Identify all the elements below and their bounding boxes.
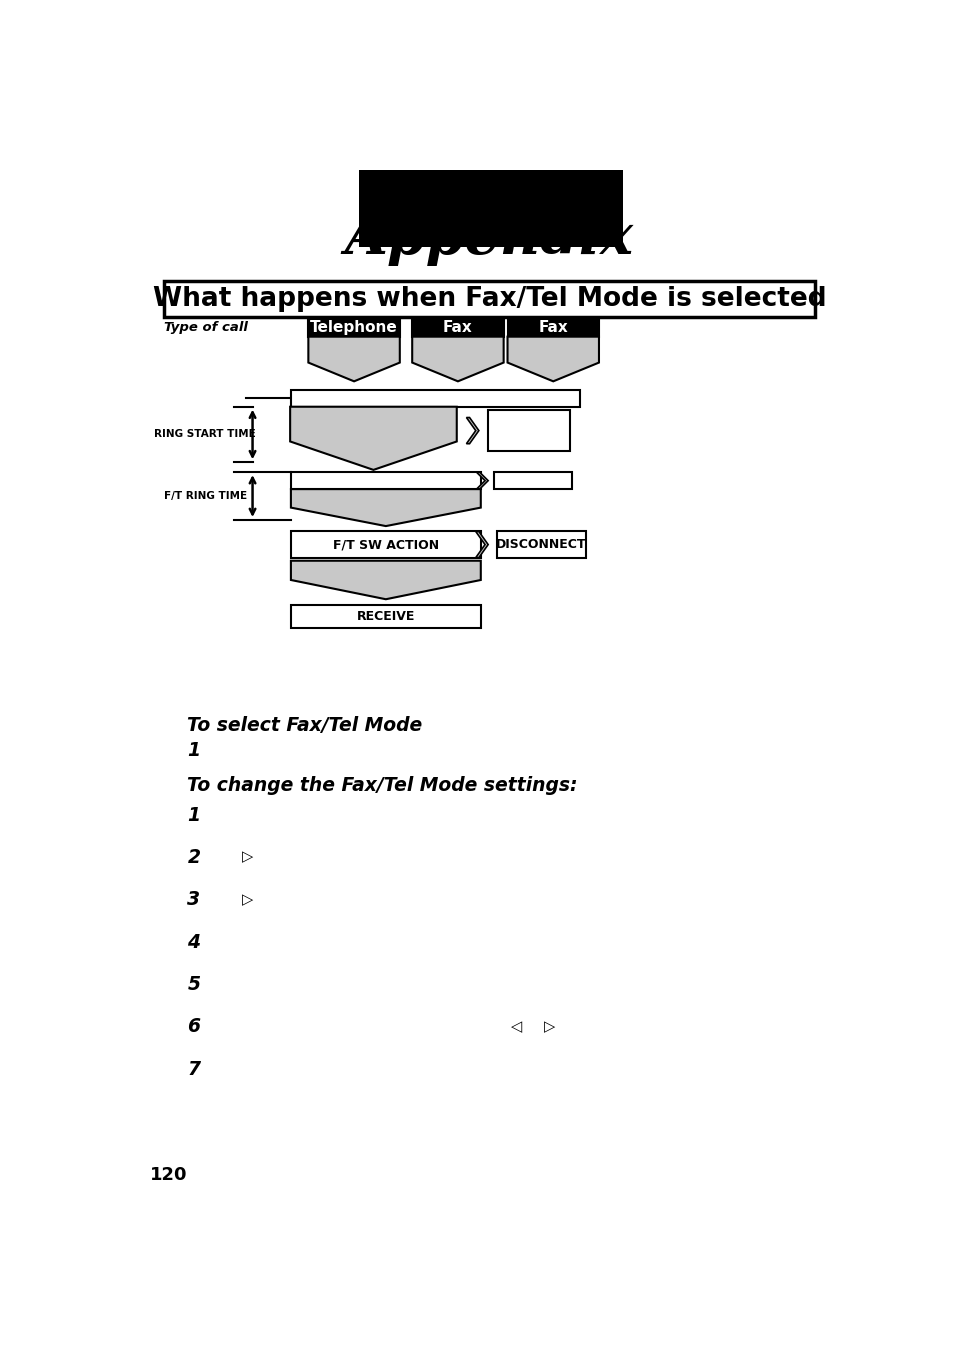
Polygon shape [291,561,480,599]
Polygon shape [476,532,488,557]
Text: 5: 5 [187,975,200,994]
Polygon shape [412,337,503,382]
Polygon shape [466,418,478,444]
Bar [507,318,598,337]
Bar [359,170,622,247]
Text: What happens when Fax/Tel Mode is selected: What happens when Fax/Tel Mode is select… [152,286,825,312]
Text: ▷: ▷ [241,850,253,865]
Text: Fax: Fax [537,320,568,335]
Bar [164,281,815,317]
Text: 1: 1 [187,805,200,824]
Text: ◁: ◁ [510,1018,521,1033]
Text: Appendix: Appendix [344,210,633,266]
Bar [291,472,480,490]
Text: 2: 2 [187,849,200,867]
Polygon shape [290,407,456,469]
Bar [494,472,571,490]
Polygon shape [291,490,480,526]
Text: Telephone: Telephone [310,320,397,335]
Bar [291,390,579,407]
Bar [412,318,503,337]
Polygon shape [507,337,598,382]
Text: 6: 6 [187,1017,200,1036]
Text: RING START TIME: RING START TIME [153,429,255,440]
Bar [291,532,480,557]
Text: DISCONNECT: DISCONNECT [496,538,586,552]
Text: Type of call: Type of call [164,321,248,335]
Text: 3: 3 [187,890,200,909]
Text: 4: 4 [187,932,200,951]
Text: 7: 7 [187,1060,200,1079]
Text: F/T RING TIME: F/T RING TIME [164,491,248,500]
Text: F/T SW ACTION: F/T SW ACTION [333,538,438,552]
Text: RECEIVE: RECEIVE [356,610,415,623]
Text: To select Fax/Tel Mode: To select Fax/Tel Mode [187,716,422,735]
Text: ▷: ▷ [241,892,253,907]
Bar [291,604,480,627]
Text: ▷: ▷ [543,1018,555,1033]
Text: Fax: Fax [442,320,473,335]
Text: 120: 120 [150,1167,188,1184]
Polygon shape [476,472,488,490]
Bar [308,318,399,337]
Text: To change the Fax/Tel Mode settings:: To change the Fax/Tel Mode settings: [187,776,578,796]
Bar [497,532,585,557]
Bar [488,410,570,452]
Polygon shape [308,337,399,382]
Text: 1: 1 [187,741,200,759]
